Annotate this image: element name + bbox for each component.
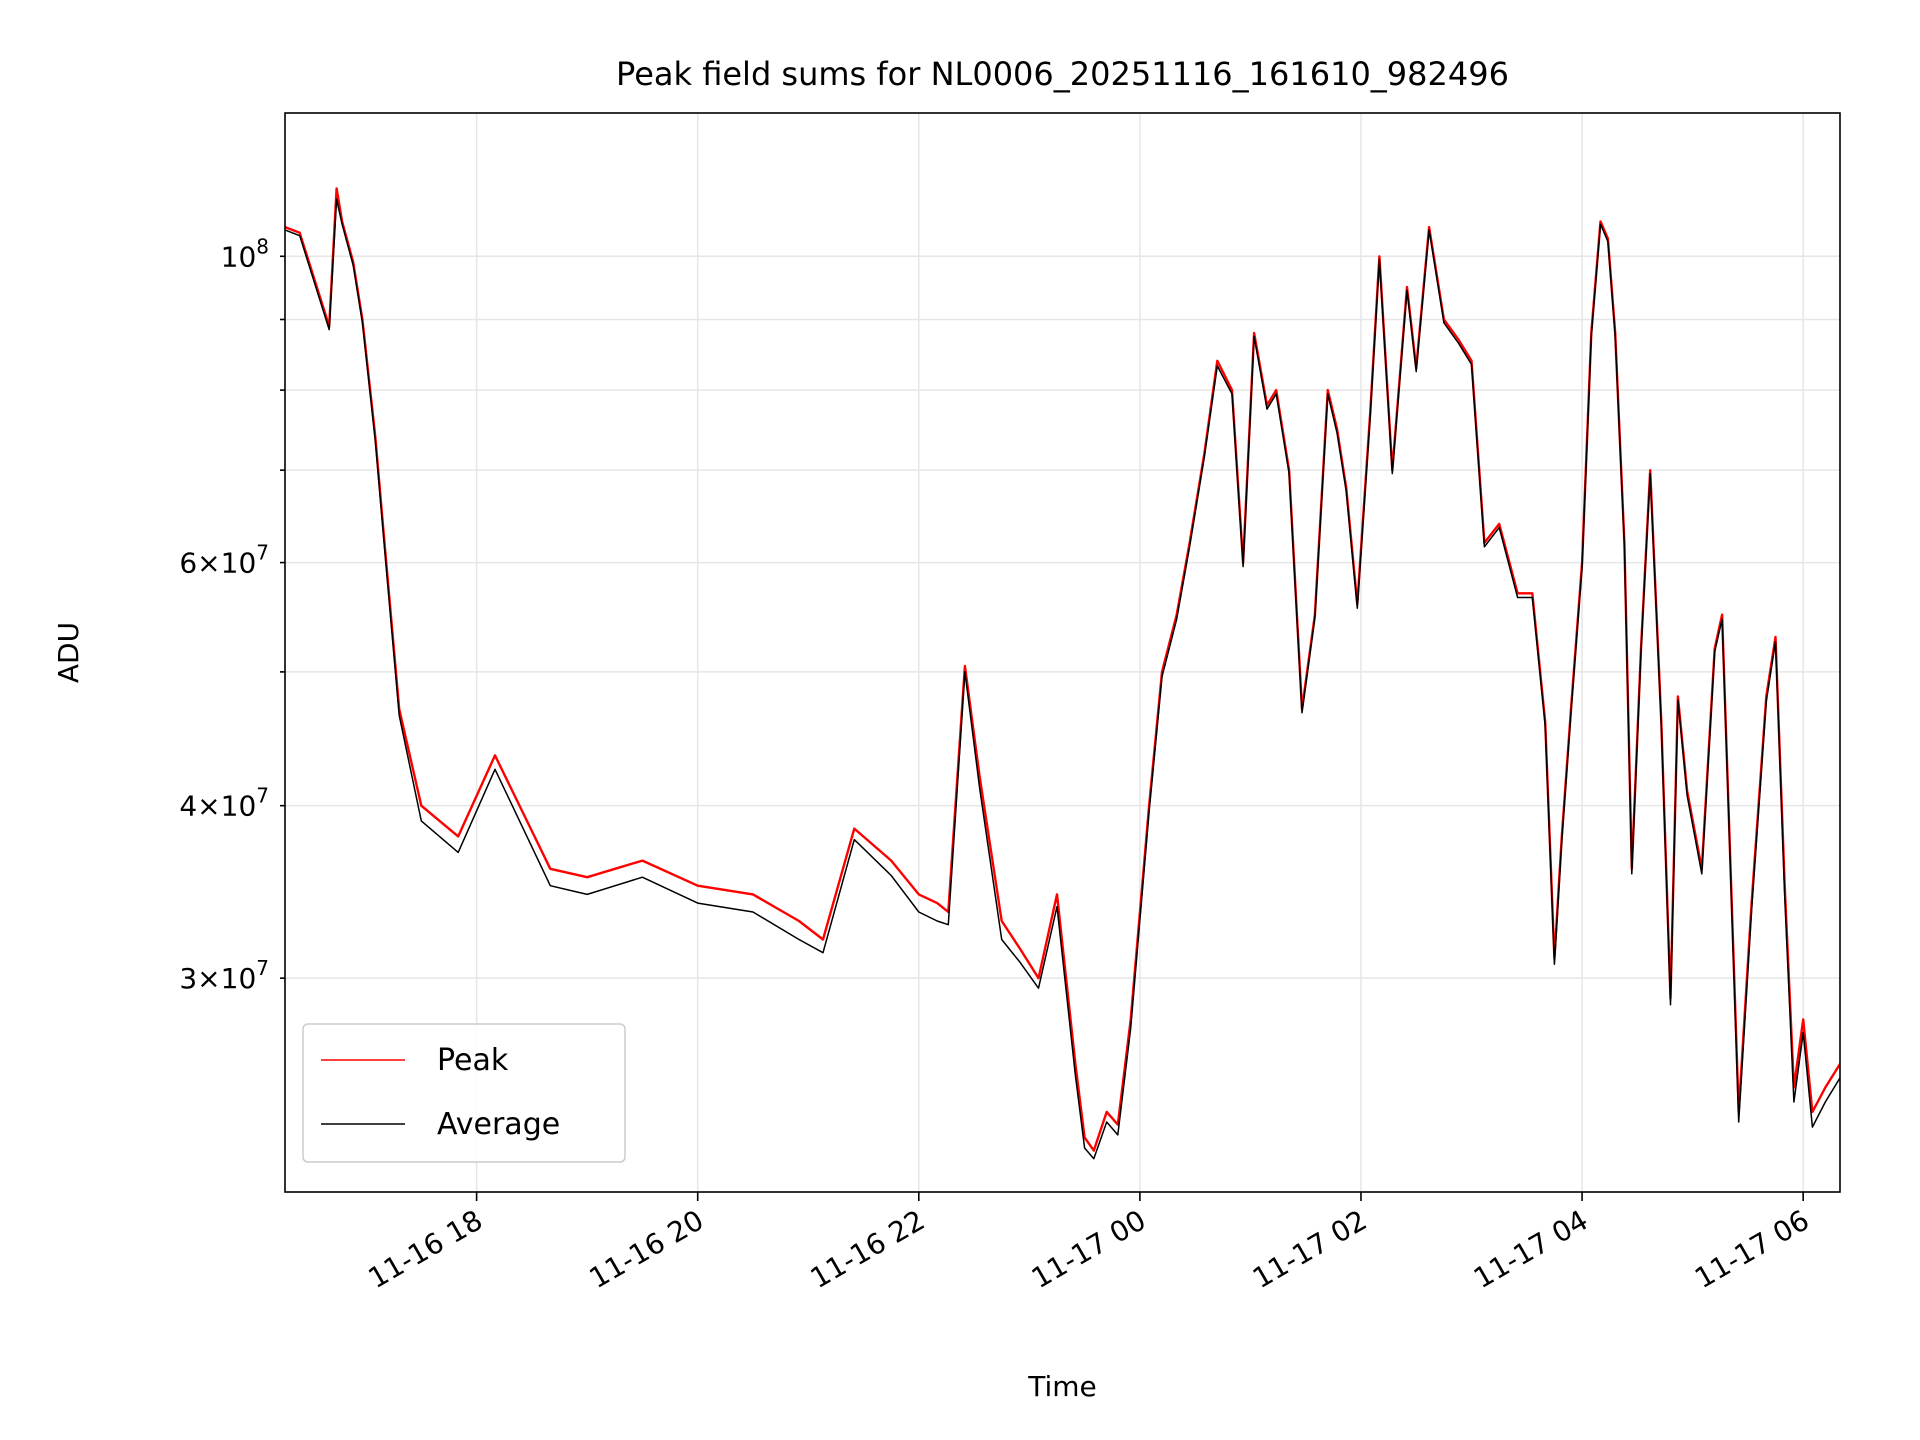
y-tick-label: 3×107: [179, 956, 269, 995]
y-tick-label: 108: [221, 234, 269, 273]
y-tick-mantissa: 6: [179, 547, 197, 580]
x-tick-label: 11-16 20: [584, 1203, 710, 1295]
y-tick-times: ×: [197, 547, 220, 580]
legend-label-peak: Peak: [437, 1043, 509, 1078]
chart-title: Peak field sums for NL0006_20251116_1616…: [616, 55, 1509, 93]
y-tick-base: 10: [221, 240, 257, 273]
series-layer: [285, 187, 1840, 1160]
y-tick-exponent: 7: [256, 956, 269, 980]
x-tick-label: 11-16 22: [805, 1203, 931, 1295]
y-tick-exponent: 7: [256, 784, 269, 808]
legend-box: [302, 1023, 626, 1163]
x-tick-label: 11-17 04: [1468, 1203, 1594, 1295]
y-tick-exponent: 7: [256, 541, 269, 565]
series-line-peak: [285, 187, 1840, 1152]
y-tick-times: ×: [197, 790, 220, 823]
legend: Peak Average: [302, 1023, 626, 1163]
series-line-average: [285, 198, 1840, 1160]
y-axis-label: ADU: [52, 622, 85, 683]
x-tick-label: 11-17 00: [1026, 1203, 1152, 1295]
x-axis-ticks: 11-16 18 11-16 20 11-16 22 11-17 00 11-17 02…: [363, 1192, 1815, 1295]
y-tick-base: 10: [221, 962, 257, 995]
plot-frame: [284, 112, 1841, 1193]
x-tick-label: 11-17 06: [1689, 1203, 1815, 1295]
y-tick-base: 10: [221, 790, 257, 823]
y-tick-base: 10: [221, 547, 257, 580]
y-tick-exponent: 8: [256, 234, 269, 258]
x-axis-label: Time: [1027, 1370, 1097, 1403]
x-tick-label: 11-17 02: [1247, 1203, 1373, 1295]
y-tick-label: 4×107: [179, 784, 269, 823]
legend-label-average: Average: [437, 1107, 560, 1142]
x-tick-label: 11-16 18: [363, 1203, 489, 1295]
grid: [285, 113, 1840, 1192]
y-tick-mantissa: 4: [179, 790, 197, 823]
y-tick-label: 6×107: [179, 541, 269, 580]
y-tick-mantissa: 3: [179, 962, 197, 995]
y-tick-times: ×: [197, 962, 220, 995]
